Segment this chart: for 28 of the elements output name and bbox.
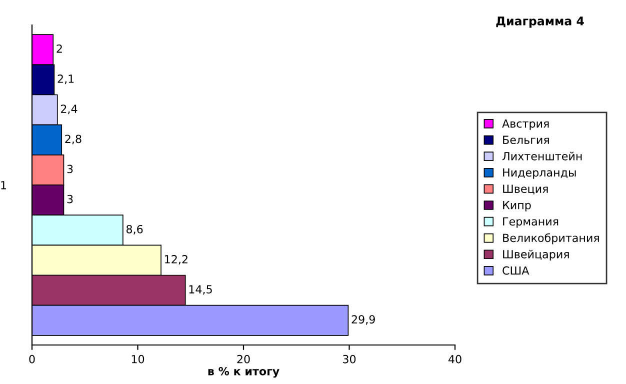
legend-label: Швейцария (503, 250, 569, 261)
data-label: 2,8 (65, 134, 82, 144)
legend-label: Великобритания (503, 233, 599, 244)
legend-label: Нидерланды (503, 168, 576, 179)
data-label: 12,2 (165, 255, 188, 265)
legend-label: Кипр (503, 201, 531, 212)
data-label: 3 (67, 164, 73, 174)
data-label: 2,4 (60, 104, 78, 114)
legend-label: Лихтенштейн (502, 152, 582, 160)
x-axis-title: в % к итогу (208, 366, 280, 378)
x-tick-label: 0 (29, 354, 35, 364)
x-tick-label: 30 (343, 354, 356, 364)
legend-label: Германия (503, 217, 558, 228)
legend-label: Швеция (503, 184, 548, 194)
legend-label: Бельгия (503, 136, 549, 144)
x-tick-label: 20 (237, 354, 250, 364)
text: Диаграмма 4 (496, 16, 584, 28)
data-label: 2 (56, 44, 62, 53)
data-label: 14,5 (189, 285, 212, 295)
data-label: 29,9 (352, 315, 375, 325)
x-tick-label: 40 (448, 354, 462, 364)
data-label: 2,1 (58, 74, 74, 84)
y-tick-label: 1 (1, 181, 6, 190)
legend-label: США (502, 266, 530, 275)
x-tick-label: 10 (132, 354, 144, 364)
data-label: 3 (67, 194, 73, 204)
legend-label: Австрия (502, 119, 549, 130)
data-label: 8,6 (126, 224, 143, 234)
